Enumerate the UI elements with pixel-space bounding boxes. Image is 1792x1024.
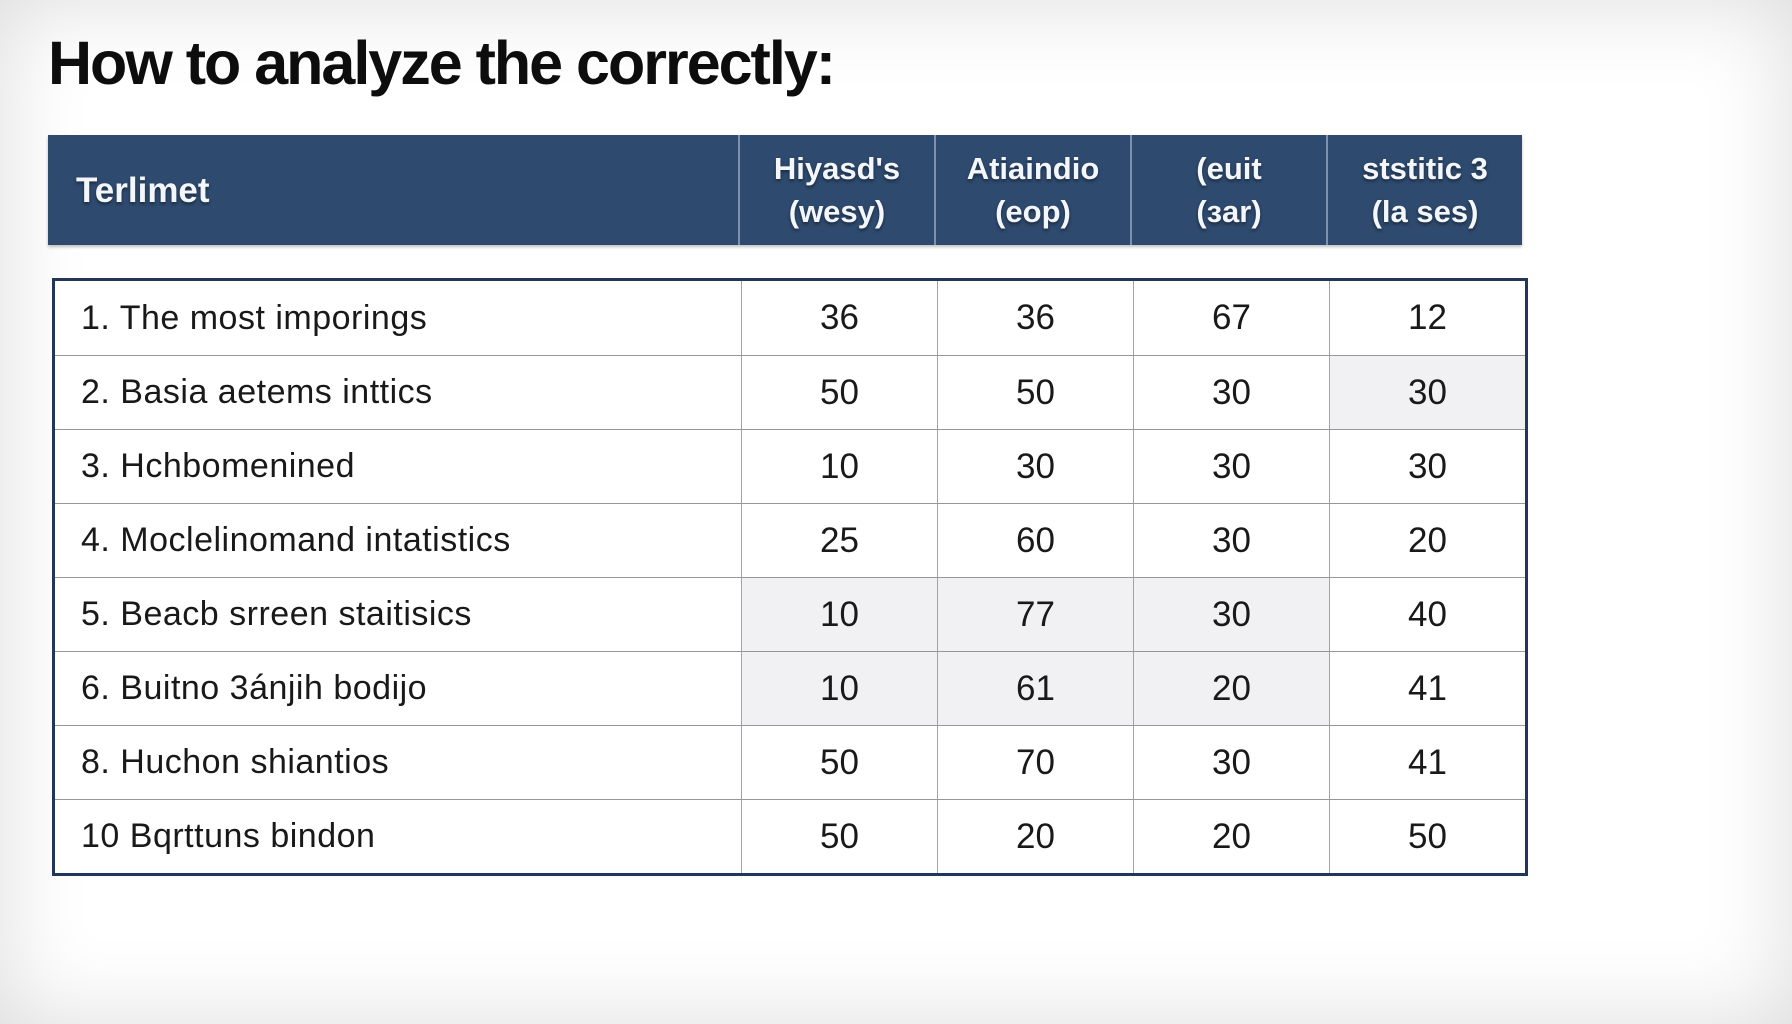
header-sublabel: (eop): [995, 194, 1071, 229]
header-label: Hiyasd's: [773, 150, 901, 186]
value-cell: 30: [1133, 726, 1329, 799]
header-cell-atiaindio: Atiaindio (eop): [934, 135, 1130, 245]
table-row: 8. Huchon shiantios 50 70 30 41: [55, 725, 1525, 799]
table-row: 3. Hchbomenined 10 30 30 30: [55, 429, 1525, 503]
table-row: 2. Basia aetems inttics 50 50 30 30: [55, 355, 1525, 429]
value-cell: 50: [741, 356, 937, 429]
value-cell: 30: [1329, 356, 1525, 429]
header-cell-ststitic: ststitic 3 (la ses): [1326, 135, 1522, 245]
value-cell: 50: [741, 726, 937, 799]
value-cell: 67: [1133, 281, 1329, 355]
value-cell: 30: [1133, 504, 1329, 577]
row-label: 8. Huchon shiantios: [81, 743, 390, 781]
header-label: (euit: [1196, 150, 1262, 186]
value-cell: 30: [1133, 430, 1329, 503]
value-cell: 41: [1329, 726, 1525, 799]
value-cell: 30: [1133, 356, 1329, 429]
value-cell: 61: [937, 652, 1133, 725]
header-cell-hiyasds: Hiyasd's (wesy): [738, 135, 934, 245]
value-cell: 40: [1329, 578, 1525, 651]
value-cell: 50: [741, 800, 937, 873]
header-label: Terlimet: [76, 170, 210, 210]
row-label: 4. Moclelinomand intatistics: [81, 521, 511, 559]
value-cell: 12: [1329, 281, 1525, 355]
value-cell: 50: [1329, 800, 1525, 873]
value-cell: 30: [1329, 430, 1525, 503]
value-cell: 41: [1329, 652, 1525, 725]
table-row: 4. Moclelinomand intatistics 25 60 30 20: [55, 503, 1525, 577]
header-sublabel: (ɜar): [1196, 194, 1262, 229]
header-label: ststitic 3: [1362, 150, 1488, 186]
value-cell: 10: [741, 652, 937, 725]
value-cell: 60: [937, 504, 1133, 577]
value-cell: 20: [1133, 800, 1329, 873]
header-cell-terlimet: Terlimet: [48, 135, 738, 245]
value-cell: 30: [1133, 578, 1329, 651]
row-label: 1. The most imporings: [81, 298, 428, 337]
value-cell: 20: [937, 800, 1133, 873]
value-cell: 70: [937, 726, 1133, 799]
row-label: 2. Basia aetems inttics: [81, 373, 433, 411]
value-cell: 36: [937, 281, 1133, 355]
value-cell: 20: [1133, 652, 1329, 725]
table-row: 1. The most imporings 36 36 67 12: [55, 281, 1525, 355]
table-header: Terlimet Hiyasd's (wesy) Atiaindio (eop)…: [48, 135, 1522, 245]
header-label: Atiaindio: [966, 150, 1100, 186]
value-cell: 25: [741, 504, 937, 577]
row-label: 3. Hchbomenined: [81, 447, 356, 485]
row-label: 6. Buitno 3ánjih bodijo: [81, 669, 428, 707]
row-label: 10 Bqrttuns bindon: [81, 817, 376, 855]
header-sublabel: (wesy): [788, 194, 886, 229]
table-row: 6. Buitno 3ánjih bodijo 10 61 20 41: [55, 651, 1525, 725]
header-cell-euit: (euit (ɜar): [1130, 135, 1326, 245]
table-body: 1. The most imporings 36 36 67 12 2. Basia ae…: [52, 278, 1528, 876]
value-cell: 36: [741, 281, 937, 355]
value-cell: 30: [937, 430, 1133, 503]
page-title: How to analyze the correctly:: [48, 29, 836, 97]
row-label: 5. Beacb srreen staitisics: [81, 595, 472, 633]
table-row: 10 Bqrttuns bindon 50 20 20 50: [55, 799, 1525, 873]
table-row: 5. Beacb srreen staitisics 10 77 30 40: [55, 577, 1525, 651]
value-cell: 10: [741, 430, 937, 503]
value-cell: 20: [1329, 504, 1525, 577]
header-sublabel: (la ses): [1371, 194, 1479, 229]
value-cell: 10: [741, 578, 937, 651]
value-cell: 50: [937, 356, 1133, 429]
value-cell: 77: [937, 578, 1133, 651]
